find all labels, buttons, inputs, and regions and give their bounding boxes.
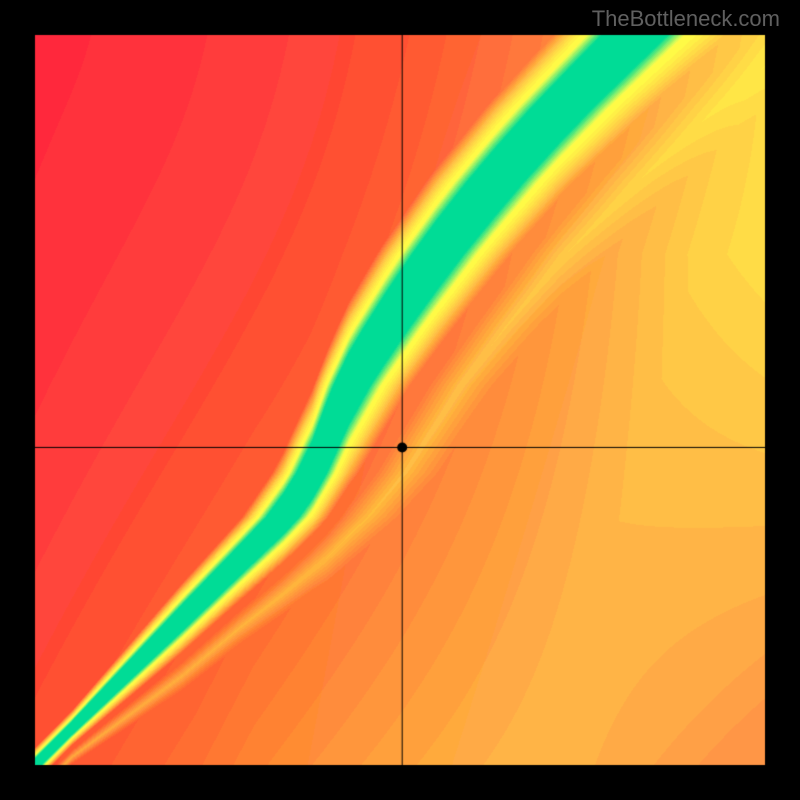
watermark: TheBottleneck.com	[592, 6, 780, 32]
bottleneck-heatmap	[0, 0, 800, 800]
chart-container: TheBottleneck.com	[0, 0, 800, 800]
